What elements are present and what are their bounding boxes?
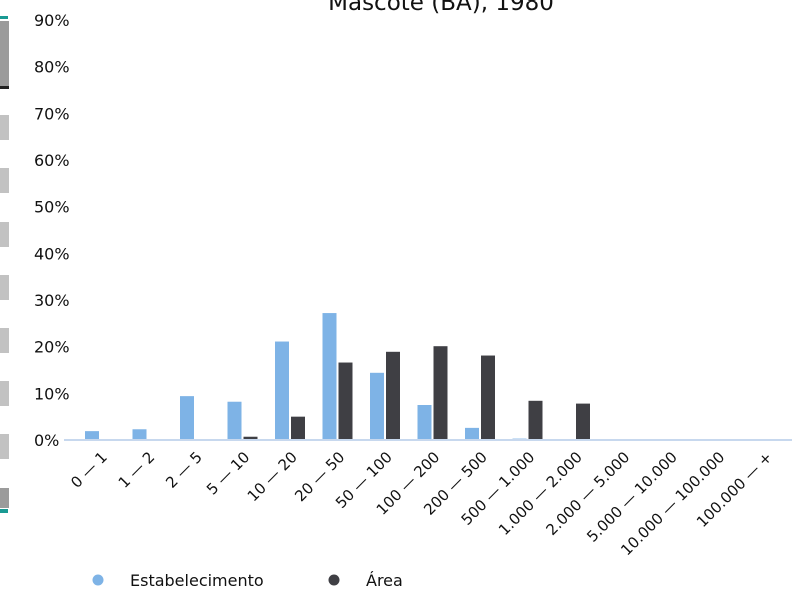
y-tick-label: 80% — [34, 58, 70, 77]
scroll-tick — [0, 115, 9, 140]
y-tick-label: 40% — [34, 244, 70, 263]
left-scroll-strip — [0, 16, 9, 513]
bar-area — [386, 351, 400, 440]
bar-area — [576, 403, 590, 440]
bar-area — [243, 436, 258, 440]
x-tick-label: 10 — 20 — [244, 448, 301, 505]
x-tick-label: 1 — 2 — [115, 448, 159, 492]
y-tick-label: 0% — [34, 431, 59, 450]
bar-estabelecimento — [322, 313, 337, 440]
bar-estabelecimento — [370, 372, 384, 440]
bar-estabelecimento — [132, 429, 147, 440]
scroll-tick — [0, 381, 9, 406]
x-tick-label: 1.000 — 2.000 — [495, 448, 586, 539]
bar-estabelecimento — [465, 427, 479, 440]
bar-area — [433, 346, 448, 440]
scroll-lower-handle[interactable] — [0, 488, 9, 508]
y-tick-label: 10% — [34, 384, 70, 403]
x-tick-label: 0 — 1 — [67, 448, 111, 492]
y-tick-label: 60% — [34, 151, 70, 170]
bar-area — [481, 355, 495, 440]
scroll-tick — [0, 434, 9, 459]
scroll-tick — [0, 328, 9, 353]
bar-area — [291, 416, 305, 440]
scroll-tick — [0, 222, 9, 247]
bars-layer — [85, 313, 590, 440]
legend: Estabelecimento Área — [92, 571, 403, 589]
x-tick-label: 2 — 5 — [162, 448, 206, 492]
bar-estabelecimento — [417, 405, 432, 440]
legend-item-estabelecimento-label: Estabelecimento — [130, 571, 264, 589]
y-tick-label: 30% — [34, 291, 70, 310]
bar-area — [528, 400, 543, 440]
scroll-tick — [0, 275, 9, 300]
title-layer: Mascote (BA), 1980 — [328, 0, 554, 16]
chart-title: Mascote (BA), 1980 — [328, 0, 554, 16]
scroll-accent-bottom — [0, 509, 8, 513]
legend-item-area-marker — [328, 574, 340, 586]
y-tick-label: 90% — [34, 11, 70, 30]
scroll-tick — [0, 168, 9, 193]
y-axis-ticks: 0% 10% 20% 30% 40% 50% 60% 70% 80% 90% — [34, 11, 70, 450]
bar-area — [338, 362, 353, 440]
y-tick-label: 20% — [34, 338, 70, 357]
bar-estabelecimento — [180, 396, 194, 440]
legend-item-area-label: Área — [366, 571, 403, 589]
y-tick-label: 70% — [34, 104, 70, 123]
bar-estabelecimento — [275, 341, 289, 440]
scroll-accent-top — [0, 16, 8, 19]
x-tick-label: 2.000 — 5.000 — [543, 448, 634, 539]
bar-estabelecimento — [227, 401, 242, 440]
legend-item-estabelecimento-marker — [92, 574, 104, 586]
bar-estabelecimento — [85, 431, 99, 440]
y-tick-label: 50% — [34, 198, 70, 217]
scroll-handle-edge — [0, 86, 9, 89]
scroll-handle[interactable] — [0, 21, 9, 86]
